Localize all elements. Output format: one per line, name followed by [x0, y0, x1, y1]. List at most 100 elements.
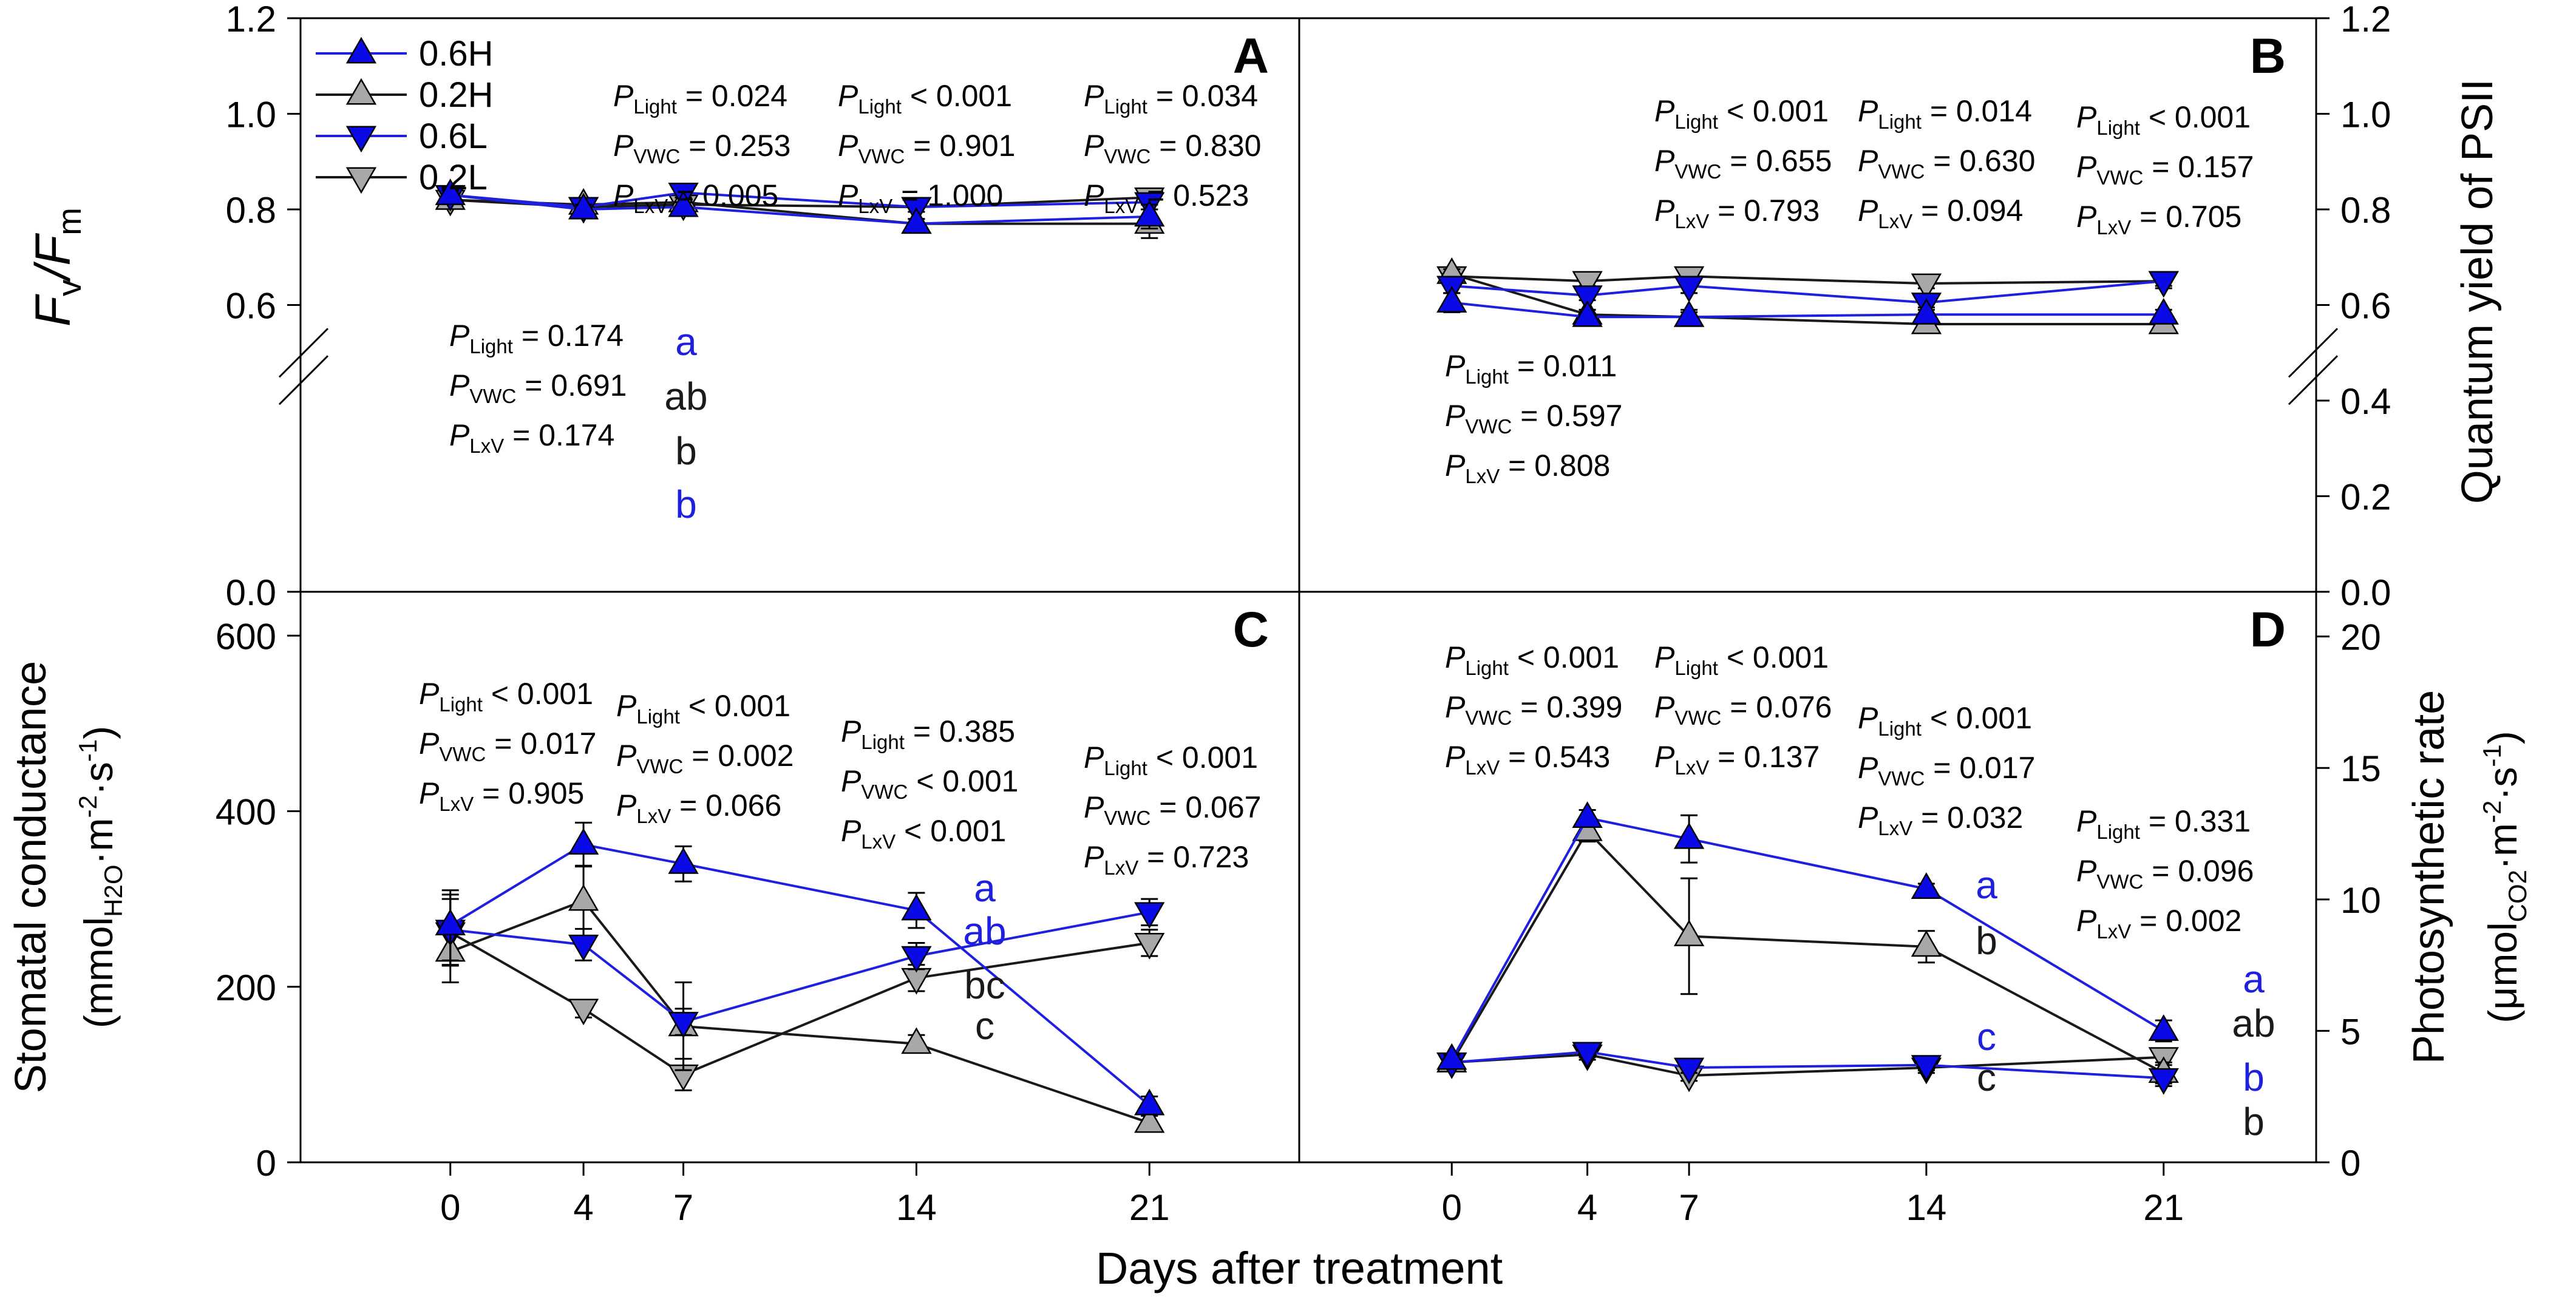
legend-marker: [345, 167, 377, 194]
data-point: [1572, 801, 1603, 828]
data-point: [1911, 872, 1942, 899]
series-06H: [1436, 286, 2179, 327]
stat-text: PLight < 0.001: [616, 689, 790, 728]
stat-text: PVWC = 0.655: [1654, 144, 1832, 183]
legend-label: 0.6L: [419, 117, 488, 156]
data-point: [568, 884, 599, 911]
y-tick-label: 0: [2340, 1143, 2360, 1184]
significance-letter: b: [675, 483, 697, 526]
significance-letter: bc: [964, 963, 1005, 1007]
stat-text: PVWC = 0.017: [1858, 751, 2035, 790]
legend-marker: [345, 36, 377, 64]
panel-a: A 0.0 0.6 0.8 1.0 1.2 Fv/Fm PLight = 0.174 PVWC …: [25, 0, 1300, 613]
axis-break-mark: [278, 328, 329, 378]
stat-text: PLight = 0.014: [1858, 94, 2032, 133]
stat-text: PVWC = 0.253: [613, 129, 790, 168]
legend-entry: 0.2H: [316, 75, 494, 115]
data-point: [2148, 271, 2179, 298]
legend-label: 0.2L: [419, 158, 488, 197]
series-02H: [435, 183, 1165, 239]
y-tick-label: 0.8: [2340, 190, 2391, 231]
series-06L: [1436, 271, 2179, 319]
x-tick-label: 4: [573, 1187, 593, 1228]
legend-label: 0.6H: [419, 34, 494, 73]
data-point: [668, 190, 699, 217]
stat-text: PVWC = 0.901: [838, 129, 1015, 168]
y-tick-label: 10: [2340, 880, 2381, 921]
significance-letter: a: [675, 320, 697, 364]
panel-label: C: [1233, 602, 1269, 657]
data-point: [1911, 930, 1942, 957]
stat-text: PLight < 0.001: [2076, 100, 2251, 139]
y-axis-title: Quantum yield of PSII: [2453, 79, 2502, 504]
stat-text: PVWC = 0.157: [2076, 150, 2254, 189]
y-axis-title: Photosynthetic rate: [2405, 690, 2453, 1064]
data-point: [1911, 1055, 1942, 1082]
stat-text: PLxV = 0.032: [1858, 801, 2023, 839]
significance-letter: a: [974, 866, 996, 910]
data-point: [1134, 933, 1165, 960]
series-06L: [1436, 1042, 2179, 1095]
significance-letter: b: [1976, 919, 1997, 963]
significance-letter: a: [2243, 957, 2265, 1001]
x-tick-label: 4: [1577, 1187, 1597, 1228]
series-line: [449, 843, 1150, 1106]
data-point: [1572, 300, 1603, 327]
panels-layer: A 0.0 0.6 0.8 1.0 1.2 Fv/Fm PLight = 0.174 PVWC …: [7, 0, 2532, 1228]
stat-text: PLxV = 0.523: [1084, 178, 1249, 217]
stat-text: PLight = 0.385: [841, 714, 1015, 753]
panel-c: C 0 200 400 600 0 4 7 14 21 Stomatal conductance (m…: [7, 591, 1300, 1228]
stat-text: PLight < 0.001: [1858, 701, 2032, 740]
legend-entry: 0.6H: [316, 34, 494, 73]
y-axis-title: Fv/Fm: [25, 208, 88, 327]
y-tick-label: 600: [216, 616, 276, 657]
data-point: [2148, 1068, 2179, 1095]
axis-break-mark: [2288, 355, 2339, 405]
stat-text: PVWC = 0.630: [1858, 144, 2035, 183]
series-02L: [1436, 1044, 2179, 1093]
series-02H: [1436, 257, 2179, 334]
y-tick-label: 0: [256, 1143, 276, 1184]
data-point: [1673, 1057, 1705, 1085]
stat-text: PVWC = 0.399: [1445, 690, 1622, 729]
data-point: [2148, 1014, 2179, 1041]
data-point: [568, 828, 599, 855]
y-tick-label: 0.0: [2340, 572, 2391, 613]
y-tick-label: 0.0: [226, 572, 276, 613]
stat-text: PLight < 0.001: [1445, 640, 1619, 679]
significance-letter: b: [675, 429, 697, 473]
y-tick-label: 5: [2340, 1011, 2360, 1052]
axis-break-mark: [2288, 328, 2339, 378]
series-line: [450, 910, 1150, 1023]
stat-text: PLxV = 0.137: [1654, 740, 1820, 779]
data-point: [435, 178, 466, 205]
y-tick-label: 0.6: [226, 286, 276, 327]
data-point: [1673, 822, 1705, 849]
stat-text: PVWC = 0.002: [616, 739, 794, 778]
x-tick-label: 21: [1129, 1187, 1170, 1228]
stat-text: PLxV = 1.000: [838, 178, 1003, 217]
data-point: [1134, 1106, 1165, 1133]
stat-text: PLight = 0.034: [1084, 79, 1258, 118]
data-point: [1673, 920, 1705, 946]
data-point: [1436, 286, 1467, 313]
legend-marker: [345, 126, 377, 153]
data-point: [1673, 276, 1705, 303]
y-tick-label: 200: [216, 967, 276, 1008]
legend-marker: [345, 78, 377, 105]
significance-letter: ab: [664, 374, 707, 418]
y-tick-label: 0.6: [2340, 286, 2391, 327]
series-06H: [435, 178, 1165, 234]
y-tick-label: 400: [216, 792, 276, 833]
series-line: [449, 931, 1150, 1076]
y-tick-label: 1.0: [2340, 95, 2391, 135]
data-point: [1134, 1088, 1165, 1116]
stat-text: PLight < 0.001: [419, 677, 593, 716]
legend-entry: 0.6L: [316, 117, 488, 156]
stat-text: PLxV = 0.066: [616, 788, 781, 827]
stat-text: PLight < 0.001: [1654, 94, 1829, 133]
series-02L: [435, 898, 1165, 1091]
stat-text: PLxV = 0.723: [1084, 840, 1249, 879]
x-tick-label: 0: [440, 1187, 460, 1228]
